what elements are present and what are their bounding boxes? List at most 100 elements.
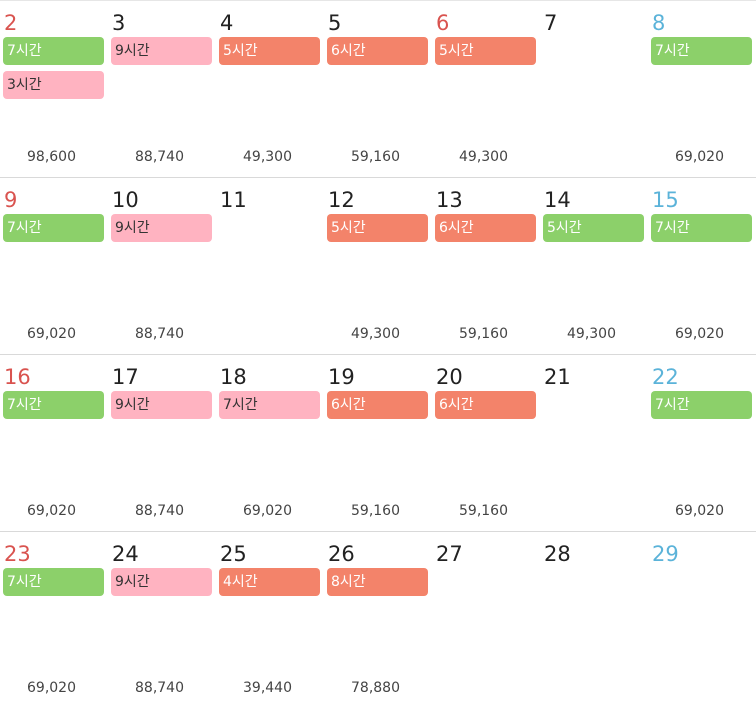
daily-wage: 59,160 bbox=[351, 503, 400, 519]
day-number: 24 bbox=[112, 542, 139, 566]
calendar-day-cell[interactable]: 15 7시간 69,020 bbox=[648, 178, 756, 354]
shift-badge[interactable]: 7시간 bbox=[3, 568, 104, 596]
day-number: 27 bbox=[436, 542, 463, 566]
daily-wage: 88,740 bbox=[135, 149, 184, 165]
daily-wage: 59,160 bbox=[351, 149, 400, 165]
calendar-day-cell[interactable]: 6 5시간 49,300 bbox=[432, 1, 540, 177]
daily-wage: 69,020 bbox=[243, 503, 292, 519]
shift-badge[interactable]: 7시간 bbox=[651, 37, 752, 65]
shift-badge[interactable]: 5시간 bbox=[219, 37, 320, 65]
calendar-day-cell[interactable]: 12 5시간 49,300 bbox=[324, 178, 432, 354]
shift-badge[interactable]: 7시간 bbox=[651, 214, 752, 242]
day-number: 11 bbox=[220, 188, 247, 212]
shift-badge[interactable]: 9시간 bbox=[111, 568, 212, 596]
shift-badge[interactable]: 6시간 bbox=[435, 391, 536, 419]
calendar-week: 9 7시간 69,020 10 9시간 88,740 11 12 5시간 49,300 13 6시간 5… bbox=[0, 177, 756, 354]
calendar-day-cell[interactable]: 16 7시간 69,020 bbox=[0, 355, 108, 531]
daily-wage: 59,160 bbox=[459, 503, 508, 519]
daily-wage: 78,880 bbox=[351, 680, 400, 696]
calendar-week: 2 7시간 3시간 98,600 3 9시간 88,740 4 5시간 49,300 5 6시간 59,… bbox=[0, 0, 756, 177]
calendar-day-cell[interactable]: 8 7시간 69,020 bbox=[648, 1, 756, 177]
calendar-day-cell[interactable]: 11 bbox=[216, 178, 324, 354]
day-number: 20 bbox=[436, 365, 463, 389]
day-number: 19 bbox=[328, 365, 355, 389]
day-number: 22 bbox=[652, 365, 679, 389]
shift-badge[interactable]: 5시간 bbox=[543, 214, 644, 242]
calendar-day-cell[interactable]: 9 7시간 69,020 bbox=[0, 178, 108, 354]
calendar-day-cell[interactable]: 5 6시간 59,160 bbox=[324, 1, 432, 177]
calendar-day-cell[interactable]: 19 6시간 59,160 bbox=[324, 355, 432, 531]
day-number: 7 bbox=[544, 11, 558, 35]
shift-badge[interactable]: 9시간 bbox=[111, 391, 212, 419]
shift-badge[interactable]: 5시간 bbox=[327, 214, 428, 242]
calendar-day-cell[interactable]: 3 9시간 88,740 bbox=[108, 1, 216, 177]
shift-badge[interactable]: 3시간 bbox=[3, 71, 104, 99]
daily-wage: 69,020 bbox=[27, 680, 76, 696]
calendar-day-cell[interactable]: 7 bbox=[540, 1, 648, 177]
shift-badge[interactable]: 6시간 bbox=[435, 214, 536, 242]
calendar-day-cell[interactable]: 25 4시간 39,440 bbox=[216, 532, 324, 708]
shift-badge[interactable]: 4시간 bbox=[219, 568, 320, 596]
calendar-day-cell[interactable]: 20 6시간 59,160 bbox=[432, 355, 540, 531]
calendar-day-cell[interactable]: 18 7시간 69,020 bbox=[216, 355, 324, 531]
calendar-day-cell[interactable]: 21 bbox=[540, 355, 648, 531]
daily-wage: 98,600 bbox=[27, 149, 76, 165]
calendar-day-cell[interactable]: 17 9시간 88,740 bbox=[108, 355, 216, 531]
day-number: 5 bbox=[328, 11, 342, 35]
shift-badge[interactable]: 9시간 bbox=[111, 214, 212, 242]
day-number: 29 bbox=[652, 542, 679, 566]
daily-wage: 39,440 bbox=[243, 680, 292, 696]
day-number: 14 bbox=[544, 188, 571, 212]
shift-badge[interactable]: 6시간 bbox=[327, 391, 428, 419]
calendar-day-cell[interactable]: 27 bbox=[432, 532, 540, 708]
shift-badge[interactable]: 7시간 bbox=[219, 391, 320, 419]
day-number: 3 bbox=[112, 11, 126, 35]
calendar-day-cell[interactable]: 2 7시간 3시간 98,600 bbox=[0, 1, 108, 177]
day-number: 15 bbox=[652, 188, 679, 212]
shift-badge[interactable]: 7시간 bbox=[3, 37, 104, 65]
daily-wage: 49,300 bbox=[243, 149, 292, 165]
daily-wage: 69,020 bbox=[27, 326, 76, 342]
day-number: 13 bbox=[436, 188, 463, 212]
day-number: 28 bbox=[544, 542, 571, 566]
day-number: 16 bbox=[4, 365, 31, 389]
day-number: 23 bbox=[4, 542, 31, 566]
calendar-day-cell[interactable]: 13 6시간 59,160 bbox=[432, 178, 540, 354]
shift-badge[interactable]: 6시간 bbox=[327, 37, 428, 65]
calendar-day-cell[interactable]: 23 7시간 69,020 bbox=[0, 532, 108, 708]
daily-wage: 69,020 bbox=[675, 503, 724, 519]
calendar-week: 16 7시간 69,020 17 9시간 88,740 18 7시간 69,020 19 6시간 59… bbox=[0, 354, 756, 531]
daily-wage: 88,740 bbox=[135, 503, 184, 519]
day-number: 10 bbox=[112, 188, 139, 212]
daily-wage: 69,020 bbox=[675, 326, 724, 342]
daily-wage: 88,740 bbox=[135, 326, 184, 342]
calendar-day-cell[interactable]: 14 5시간 49,300 bbox=[540, 178, 648, 354]
daily-wage: 69,020 bbox=[675, 149, 724, 165]
calendar-day-cell[interactable]: 24 9시간 88,740 bbox=[108, 532, 216, 708]
calendar-day-cell[interactable]: 26 8시간 78,880 bbox=[324, 532, 432, 708]
shift-badge[interactable]: 8시간 bbox=[327, 568, 428, 596]
shift-badge[interactable]: 7시간 bbox=[3, 391, 104, 419]
shift-badge[interactable]: 5시간 bbox=[435, 37, 536, 65]
day-number: 9 bbox=[4, 188, 18, 212]
shift-badge[interactable]: 9시간 bbox=[111, 37, 212, 65]
daily-wage: 49,300 bbox=[459, 149, 508, 165]
calendar-day-cell[interactable]: 29 bbox=[648, 532, 756, 708]
day-number: 4 bbox=[220, 11, 234, 35]
calendar-day-cell[interactable]: 28 bbox=[540, 532, 648, 708]
day-number: 17 bbox=[112, 365, 139, 389]
daily-wage: 49,300 bbox=[351, 326, 400, 342]
calendar-day-cell[interactable]: 4 5시간 49,300 bbox=[216, 1, 324, 177]
day-number: 26 bbox=[328, 542, 355, 566]
day-number: 8 bbox=[652, 11, 666, 35]
shift-badge[interactable]: 7시간 bbox=[651, 391, 752, 419]
calendar-day-cell[interactable]: 22 7시간 69,020 bbox=[648, 355, 756, 531]
day-number: 6 bbox=[436, 11, 450, 35]
calendar-day-cell[interactable]: 10 9시간 88,740 bbox=[108, 178, 216, 354]
day-number: 18 bbox=[220, 365, 247, 389]
shift-badge[interactable]: 7시간 bbox=[3, 214, 104, 242]
day-number: 2 bbox=[4, 11, 18, 35]
daily-wage: 69,020 bbox=[27, 503, 76, 519]
